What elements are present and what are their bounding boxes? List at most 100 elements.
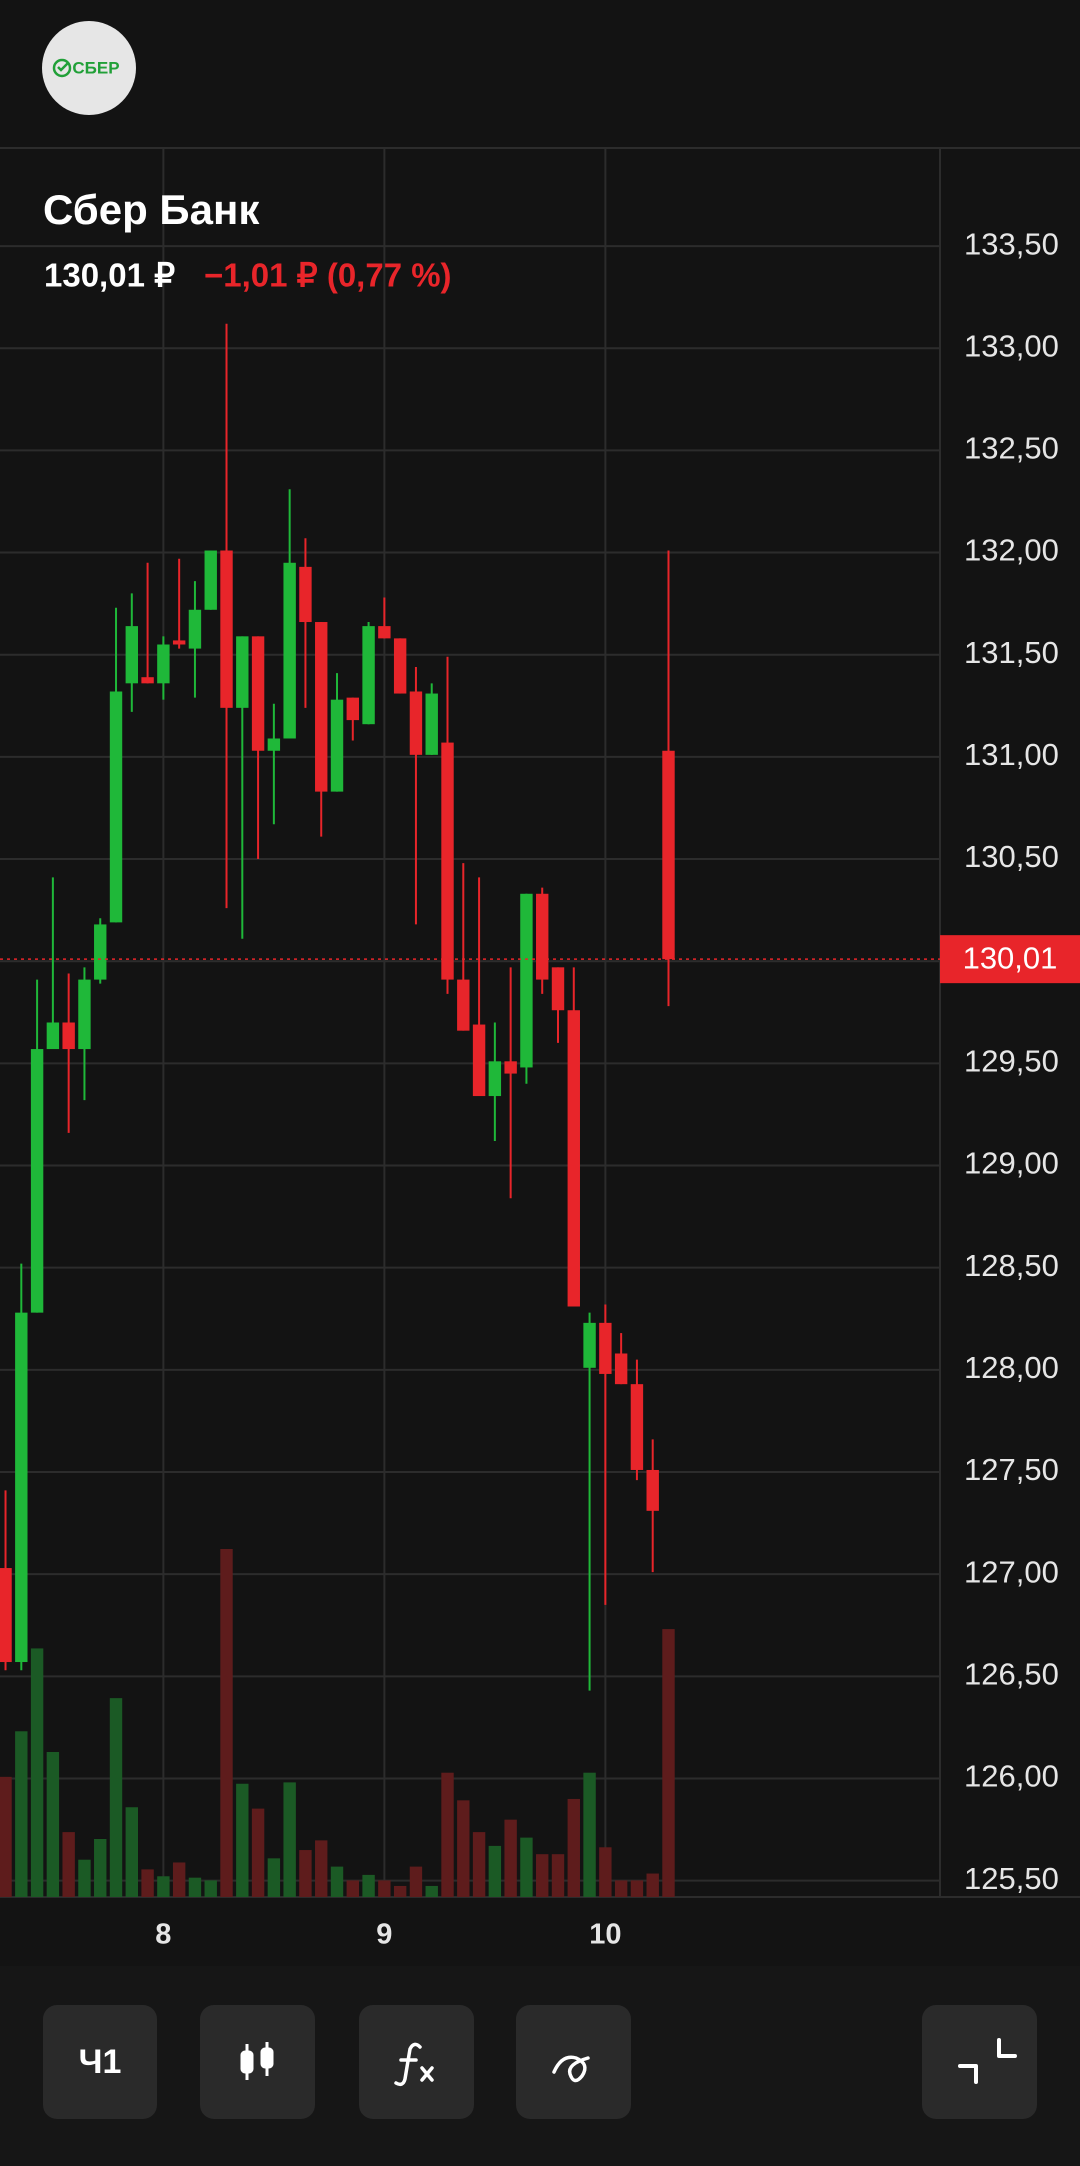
volume-bar bbox=[299, 1850, 312, 1897]
x-tick-label: 10 bbox=[589, 1919, 621, 1951]
indicators-button[interactable] bbox=[359, 2005, 474, 2119]
candle-body bbox=[567, 1010, 580, 1307]
volume-bar bbox=[283, 1782, 296, 1897]
volume-bar bbox=[599, 1847, 612, 1897]
logo-text: СБЕР bbox=[72, 58, 119, 77]
candle-body bbox=[15, 1312, 28, 1663]
interval-label: Ч1 bbox=[79, 2043, 122, 2081]
candle-body bbox=[109, 691, 123, 923]
toolbar: Ч1 bbox=[43, 2005, 1037, 2119]
candle-body bbox=[330, 699, 344, 792]
candle-body bbox=[0, 1568, 12, 1663]
volume-bar bbox=[125, 1807, 139, 1897]
volume-bar bbox=[393, 1885, 407, 1897]
volume-bar bbox=[346, 1880, 359, 1897]
y-tick-label: 127,50 bbox=[964, 1452, 1059, 1487]
y-tick-label: 132,00 bbox=[964, 533, 1059, 568]
collapse-icon bbox=[958, 2038, 1017, 2084]
y-tick-label: 133,00 bbox=[964, 328, 1059, 363]
logo[interactable]: СБЕР bbox=[42, 21, 136, 115]
y-tick-label: 130,50 bbox=[964, 839, 1059, 874]
candle-body bbox=[78, 979, 91, 1050]
volume-bar bbox=[551, 1854, 565, 1897]
volume-bar bbox=[0, 1776, 12, 1897]
x-tick-label: 9 bbox=[376, 1919, 392, 1951]
volume-bar bbox=[488, 1845, 502, 1897]
volume-bar bbox=[472, 1832, 486, 1897]
logo-check bbox=[57, 62, 69, 72]
y-tick-label: 133,50 bbox=[964, 226, 1059, 261]
volume-bar bbox=[567, 1798, 580, 1897]
y-tick-label: 128,50 bbox=[964, 1248, 1059, 1283]
volume-bar bbox=[204, 1880, 217, 1897]
volume-bar bbox=[267, 1858, 281, 1897]
drawing-button[interactable] bbox=[516, 2005, 631, 2119]
volume-bar bbox=[109, 1698, 123, 1897]
price-tag bbox=[940, 935, 1080, 984]
candle-body bbox=[488, 1061, 502, 1097]
volume-bar bbox=[425, 1885, 438, 1897]
candle-body bbox=[204, 550, 217, 610]
candle-body bbox=[251, 636, 265, 751]
candle-body bbox=[551, 967, 565, 1011]
volume-bar bbox=[441, 1772, 454, 1897]
candle-body bbox=[614, 1353, 628, 1385]
candle-body bbox=[172, 640, 186, 645]
volume-bar bbox=[94, 1838, 107, 1897]
candle-body bbox=[583, 1322, 596, 1368]
y-tick-label: 129,50 bbox=[964, 1044, 1059, 1079]
volume-bar bbox=[536, 1854, 549, 1897]
volume-bar bbox=[362, 1874, 375, 1897]
collapse-button[interactable] bbox=[922, 2005, 1037, 2119]
candle-body bbox=[646, 1469, 659, 1511]
volume-bar bbox=[662, 1629, 675, 1897]
volume-bar bbox=[172, 1862, 186, 1897]
candle-body bbox=[393, 638, 407, 694]
candle-body bbox=[62, 1022, 75, 1050]
candle-body bbox=[362, 626, 375, 725]
price-change: −1,01 ₽ (0,77 %) bbox=[204, 257, 452, 294]
y-tick-label: 129,00 bbox=[964, 1146, 1059, 1181]
candle-body bbox=[662, 750, 675, 960]
candle-body bbox=[346, 697, 359, 721]
candle-body bbox=[157, 644, 170, 684]
chart-type-button[interactable] bbox=[200, 2005, 315, 2119]
volume-bar bbox=[141, 1869, 154, 1897]
volume-bar bbox=[78, 1859, 91, 1897]
candle-body bbox=[141, 677, 154, 684]
y-tick-label: 127,00 bbox=[964, 1554, 1059, 1589]
candle-body bbox=[409, 691, 423, 755]
candle-body bbox=[378, 626, 391, 639]
y-tick-label: 126,50 bbox=[964, 1657, 1059, 1692]
volume-bar bbox=[236, 1783, 249, 1897]
volume-bar bbox=[583, 1772, 596, 1897]
candle-body bbox=[425, 693, 438, 755]
y-tick-label: 125,50 bbox=[964, 1861, 1059, 1896]
volume-bar bbox=[157, 1876, 170, 1897]
volume-bar bbox=[188, 1877, 202, 1897]
volume-bar bbox=[30, 1648, 44, 1897]
volume-bar bbox=[520, 1837, 533, 1897]
volume-bar bbox=[330, 1866, 344, 1897]
candle-body bbox=[315, 622, 328, 792]
candle-body bbox=[504, 1061, 517, 1074]
chart: 125,50 126,00 126,50 127,00 127,50 128,00 128,… bbox=[0, 148, 1080, 1951]
instrument-title: Сбер Банк bbox=[43, 186, 260, 233]
y-tick-label: 131,00 bbox=[964, 737, 1059, 772]
drawing-icon bbox=[552, 2055, 590, 2083]
volume-bar bbox=[251, 1808, 265, 1897]
candles-icon bbox=[240, 2042, 274, 2080]
volume-bar bbox=[15, 1731, 28, 1897]
volume-bar bbox=[504, 1819, 517, 1897]
candle-body bbox=[630, 1384, 644, 1470]
candle-body bbox=[472, 1024, 486, 1097]
interval-button[interactable] bbox=[43, 2005, 157, 2119]
candle-body bbox=[30, 1049, 44, 1313]
y-tick-label: 126,00 bbox=[964, 1759, 1059, 1794]
candle-body bbox=[299, 566, 312, 623]
volume-bar bbox=[646, 1873, 659, 1897]
logo-circle[interactable] bbox=[42, 21, 136, 115]
candle-body bbox=[94, 924, 107, 980]
